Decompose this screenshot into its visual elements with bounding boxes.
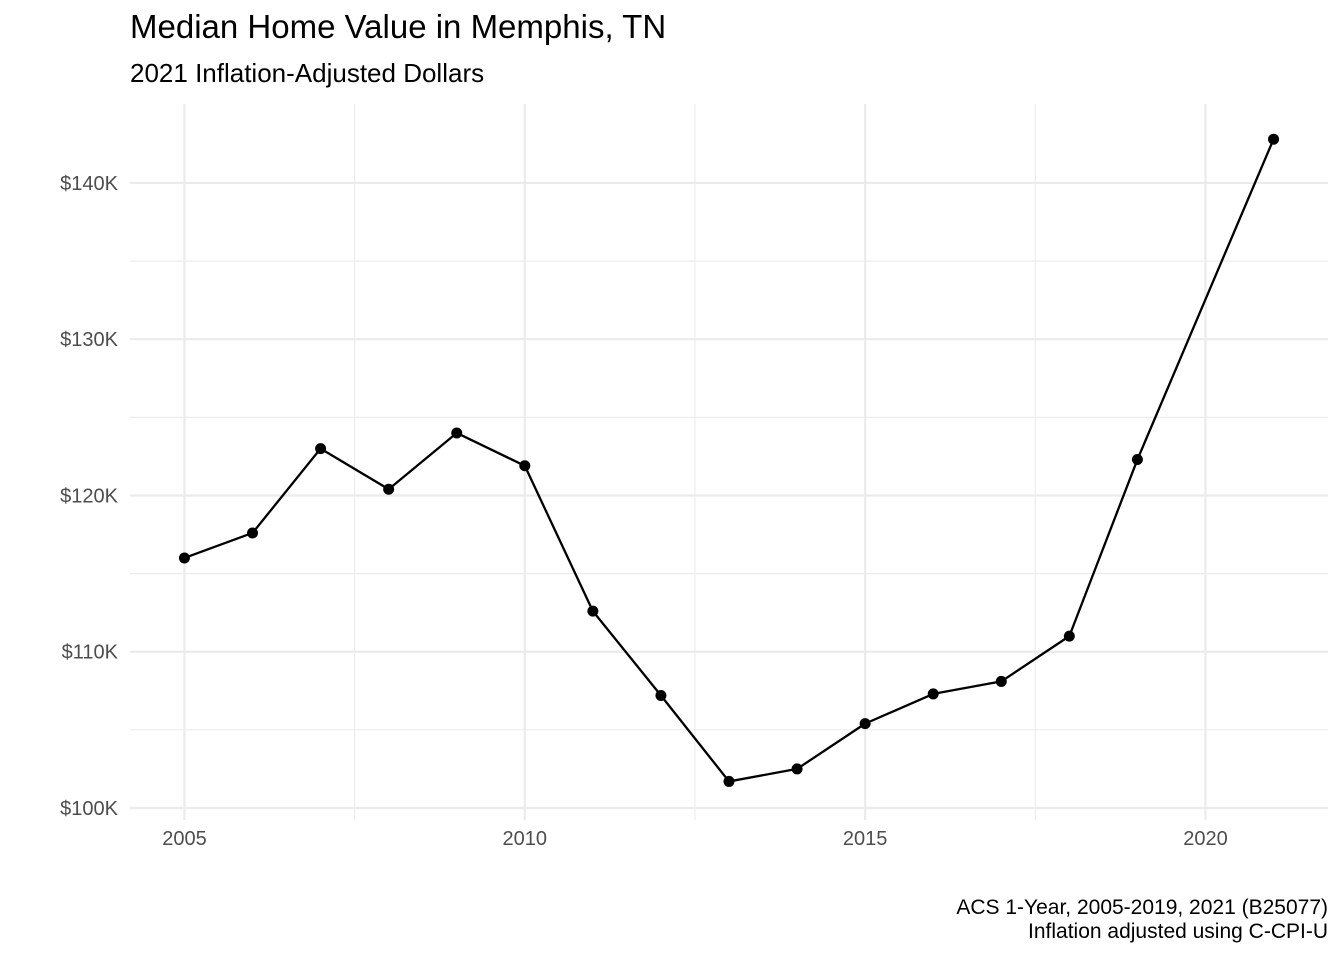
x-tick-label: 2010 (503, 828, 548, 850)
axis-labels: 2005 2010 2015 2020 $100K $110K $120K $130K $140… (60, 173, 1228, 850)
x-tick-label: 2020 (1183, 828, 1228, 850)
data-point (315, 443, 327, 455)
data-point (791, 763, 803, 775)
chart-caption: ACS 1-Year, 2005-2019, 2021 (B25077) Inf… (956, 896, 1328, 944)
data-point (995, 675, 1007, 687)
series-line (184, 138, 1275, 783)
caption-line-source: ACS 1-Year, 2005-2019, 2021 (B25077) (956, 896, 1328, 919)
data-point (1268, 133, 1280, 145)
y-tick-label: $120K (60, 485, 118, 507)
grid-layer (130, 104, 1328, 820)
data-point (383, 483, 395, 495)
caption-line-note: Inflation adjusted using C-CPI-U (1028, 920, 1328, 943)
chart-title: Median Home Value in Memphis, TN (130, 8, 667, 45)
data-point (519, 460, 531, 472)
y-tick-label: $110K (62, 642, 119, 664)
series-layer (178, 133, 1280, 787)
data-point (178, 552, 190, 564)
data-point (723, 775, 735, 787)
chart-subtitle: 2021 Inflation-Adjusted Dollars (130, 58, 485, 88)
data-point (451, 427, 463, 439)
data-point (927, 688, 939, 700)
y-tick-label: $140K (60, 173, 118, 195)
data-point (1131, 454, 1143, 466)
x-tick-label: 2015 (843, 828, 888, 850)
x-tick-label: 2005 (162, 828, 207, 850)
data-point (587, 605, 599, 617)
data-point (859, 718, 871, 730)
data-point (1063, 630, 1075, 642)
data-point (655, 689, 667, 701)
y-tick-label: $130K (60, 329, 118, 351)
y-tick-label: $100K (60, 798, 118, 820)
data-point (247, 527, 259, 539)
